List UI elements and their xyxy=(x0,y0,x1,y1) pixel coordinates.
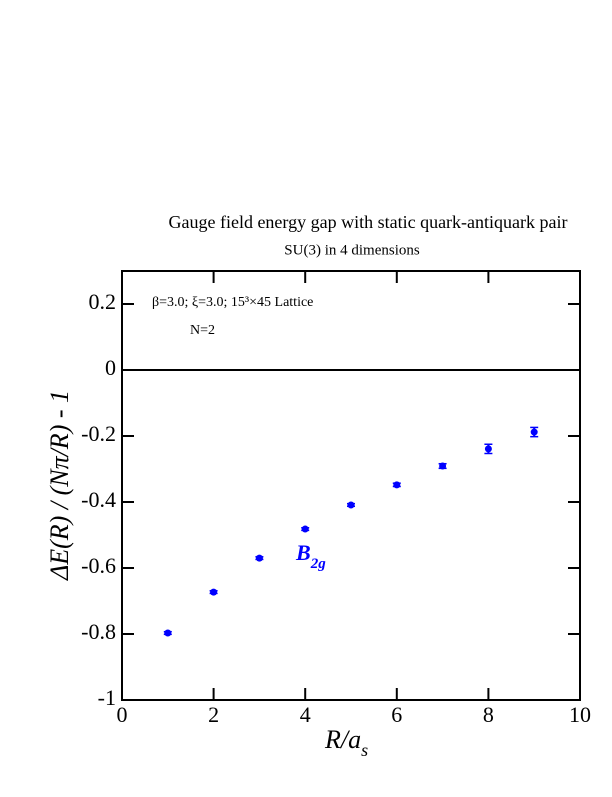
y-tick-label: 0.2 xyxy=(89,289,117,314)
y-tick-label: -0.4 xyxy=(81,487,116,512)
x-axis-label: R/as xyxy=(324,725,368,760)
series-label-sub: 2g xyxy=(310,556,327,572)
y-tick-label: -1 xyxy=(98,685,116,710)
chart-title: Gauge field energy gap with static quark… xyxy=(168,212,567,232)
annotation: β=3.0; ξ=3.0; 15³×45 Lattice xyxy=(152,295,313,310)
x-tick-label: 10 xyxy=(569,702,591,727)
annotation: N=2 xyxy=(190,323,215,338)
y-tick-label: -0.8 xyxy=(81,619,116,644)
x-tick-label: 4 xyxy=(300,702,311,727)
series-label-main: B xyxy=(295,540,311,565)
y-tick-label: -0.6 xyxy=(81,553,116,578)
data-point xyxy=(255,554,263,562)
plot-frame xyxy=(121,270,581,701)
y-axis-label: ΔE(R) / (Nπ/R) - 1 xyxy=(45,390,74,581)
x-tick-label: 8 xyxy=(483,702,494,727)
chart-subtitle: SU(3) in 4 dimensions xyxy=(284,242,420,258)
data-point xyxy=(164,629,172,637)
x-tick-label: 6 xyxy=(391,702,402,727)
x-tick-label: 2 xyxy=(208,702,219,727)
data-point xyxy=(347,501,355,509)
data-point xyxy=(484,445,492,453)
data-point xyxy=(393,481,401,489)
y-tick-label: -0.2 xyxy=(81,421,116,446)
data-point xyxy=(439,462,447,470)
data-point xyxy=(530,428,538,436)
y-tick-label: 0 xyxy=(105,355,116,380)
data-point xyxy=(210,588,218,596)
x-axis-label-sub: s xyxy=(361,740,368,760)
series-label: B2g xyxy=(295,540,326,572)
x-axis-label-main: R/a xyxy=(324,725,361,754)
x-tick-label: 0 xyxy=(117,702,128,727)
data-point xyxy=(301,525,309,533)
